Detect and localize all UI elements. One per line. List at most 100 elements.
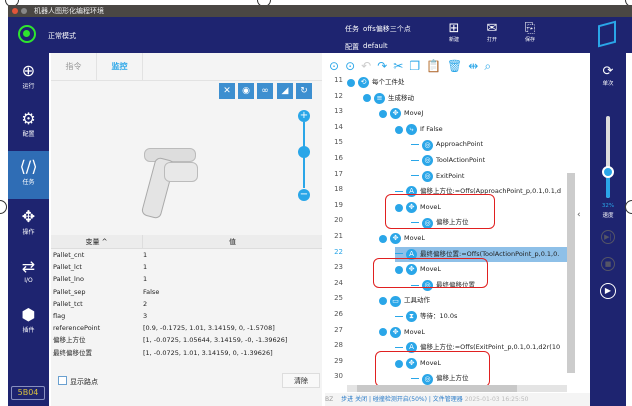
highlight-box	[373, 258, 488, 288]
collision-detection[interactable]: 碰撞检测开启(50%)	[372, 396, 427, 403]
resize-handle[interactable]	[0, 200, 7, 214]
toggle-icon[interactable]: ⇹	[468, 59, 479, 73]
step-toggle[interactable]: 步进 关闭	[341, 396, 368, 403]
vertical-scrollbar[interactable]	[567, 173, 575, 373]
speed-slider[interactable]	[606, 116, 610, 198]
code-line[interactable]: 23 ✥ MoveL	[325, 260, 567, 276]
minimize-icon[interactable]	[21, 8, 27, 14]
run-icon: ⊕	[21, 61, 36, 80]
horizontal-scrollbar[interactable]	[347, 385, 567, 392]
code-line[interactable]: 30 ◎ 偏移上方位	[325, 369, 567, 385]
robot-3d-view[interactable]	[136, 148, 198, 228]
table-row[interactable]: referencePoint [0.9, -0.1725, 1.01, 3.141…	[51, 322, 322, 334]
collapse-node-icon[interactable]	[395, 359, 403, 368]
line-text: 工具动作	[404, 296, 430, 305]
code-line[interactable]: 11 ⟲ 每个工件处	[325, 73, 567, 89]
tab-instructions[interactable]: 指令	[51, 53, 97, 80]
zoom-in-button[interactable]: +	[298, 110, 310, 122]
collapse-panel-icon[interactable]: ‹	[577, 210, 581, 220]
line-number: 12	[334, 91, 343, 100]
code-line[interactable]: 12 ≡ 生成移动	[325, 89, 567, 105]
sidebar-item-label: 运行	[22, 83, 35, 90]
tool-button[interactable]: ✕	[219, 83, 235, 99]
resize-handle[interactable]	[625, 200, 632, 214]
clear-button[interactable]: 清除	[282, 373, 320, 388]
sidebar-item-config[interactable]: ⚙ 配置	[8, 103, 49, 151]
line-number: 13	[334, 107, 343, 116]
save-label: 保存	[524, 37, 535, 43]
code-line[interactable]: 19 ✥ MoveL	[325, 198, 567, 214]
code-line[interactable]: 29 ✥ MoveL	[325, 354, 567, 370]
collapse-node-icon[interactable]	[363, 94, 371, 103]
code-line[interactable]: 28 A 偏移上方位:=Offs(ExitPoint_p,0.1,0.1,d2r(1…	[325, 338, 567, 354]
line-text: 最终偏移位置:=Offs(ToolActionPoint_p,0.1,0.	[420, 249, 560, 258]
code-line[interactable]: 27 ✥ MoveL	[325, 323, 567, 339]
zoom-out-button[interactable]: −	[298, 189, 310, 201]
table-row[interactable]: 最终偏移位置 [1, -0.0725, 1.01, 3.14159, 0, -1.…	[51, 347, 322, 359]
table-row[interactable]: Pallet_cnt 1	[51, 249, 322, 261]
code-line[interactable]: 21 ✥ MoveL	[325, 229, 567, 245]
undo-icon[interactable]: ↶	[361, 59, 372, 73]
speed-slider-handle[interactable]	[602, 165, 614, 178]
config-value: default	[363, 42, 388, 50]
collapse-node-icon[interactable]	[395, 203, 403, 212]
open-button[interactable]: ✉ 打开	[482, 21, 502, 43]
sidebar-item-operate[interactable]: ✥ 操作	[8, 201, 49, 249]
link-icon[interactable]: ∞	[257, 83, 273, 99]
table-row[interactable]: Pallet_sep False	[51, 286, 322, 298]
table-row[interactable]: Pallet_lno 1	[51, 273, 322, 285]
code-line[interactable]: 26 ⧗ 等待：10.0s	[325, 307, 567, 323]
delete-icon[interactable]: 🗑	[447, 59, 463, 73]
eye-icon[interactable]: ◉	[238, 83, 254, 99]
code-line[interactable]: 16 ◎ ToolActionPoint	[325, 151, 567, 167]
search-icon[interactable]: ⌕	[484, 58, 492, 73]
collapse-node-icon[interactable]	[379, 328, 387, 337]
stop-button[interactable]: ■	[601, 257, 615, 271]
sidebar-item-plugin[interactable]: ⬢ 插件	[8, 299, 49, 347]
code-line[interactable]: 20 ◎ 偏移上方位	[325, 213, 567, 229]
play-button[interactable]: ▶	[600, 283, 616, 299]
table-row[interactable]: 偏移上方位 [1, -0.0725, 1.05644, 3.14159, -0, …	[51, 334, 322, 346]
zoom-slider-handle[interactable]	[298, 146, 310, 158]
collapse-node-icon[interactable]	[379, 234, 387, 243]
close-icon[interactable]	[12, 8, 18, 14]
sidebar-item-io[interactable]: ⇄ I/O	[8, 251, 49, 299]
sidebar-item-run[interactable]: ⊕ 运行	[8, 55, 49, 103]
collapse-node-icon[interactable]	[395, 265, 403, 274]
collapse-node-icon[interactable]	[379, 109, 387, 118]
collapse-node-icon[interactable]	[347, 78, 355, 87]
file-manager-link[interactable]: 文件管理器	[432, 396, 463, 403]
sidebar-item-label: 插件	[22, 327, 35, 334]
redo-icon[interactable]: ↷	[377, 59, 388, 73]
line-number: 23	[334, 263, 343, 272]
code-line[interactable]: 15 ◎ ApproachPoint	[325, 135, 567, 151]
show-waypoints-checkbox[interactable]	[58, 376, 67, 385]
line-text: ApproachPoint	[436, 140, 484, 149]
code-line[interactable]: 18 A 偏移上方位:=Offs(ApproachPoint_p,0.1,0.1,d	[325, 182, 567, 198]
collapse-node-icon[interactable]	[395, 125, 403, 134]
code-line[interactable]: 14 ⤷ If False	[325, 120, 567, 136]
code-line[interactable]: 17 ◎ ExitPoint	[325, 167, 567, 183]
save-button[interactable]: ⎘ 保存	[520, 21, 540, 43]
sidebar-item-task[interactable]: ⟨/⟩ 任务	[8, 151, 49, 199]
new-button[interactable]: ⊞ 新建	[444, 21, 464, 43]
step-button[interactable]: ▶|	[601, 230, 615, 244]
code-line[interactable]: 13 ✥ MoveJ	[325, 104, 567, 120]
single-cycle-icon[interactable]: ⟳	[602, 64, 614, 79]
code-line[interactable]: 24 ◎ 最终偏移位置	[325, 276, 567, 292]
collapse-node-icon[interactable]	[379, 297, 387, 306]
collapse-all-icon[interactable]: ⊙	[329, 59, 340, 73]
table-row[interactable]: Pallet_lct 1	[51, 261, 322, 273]
table-row[interactable]: Pallet_tct 2	[51, 298, 322, 310]
table-row[interactable]: flag 3	[51, 310, 322, 322]
column-header-variable[interactable]: 变量 ^	[51, 235, 143, 248]
paste-icon[interactable]: 📋	[426, 59, 442, 73]
cut-icon[interactable]: ✂	[393, 59, 404, 73]
code-line[interactable]: 25 ▭ 工具动作	[325, 291, 567, 307]
tab-monitor[interactable]: 监控	[97, 53, 143, 80]
reset-view-icon[interactable]: ↻	[296, 83, 312, 99]
line-number: 27	[334, 325, 343, 334]
eraser-icon[interactable]: ◢	[277, 83, 293, 99]
expand-all-icon[interactable]: ⊙	[345, 59, 356, 73]
copy-icon[interactable]: ❐	[409, 59, 421, 73]
